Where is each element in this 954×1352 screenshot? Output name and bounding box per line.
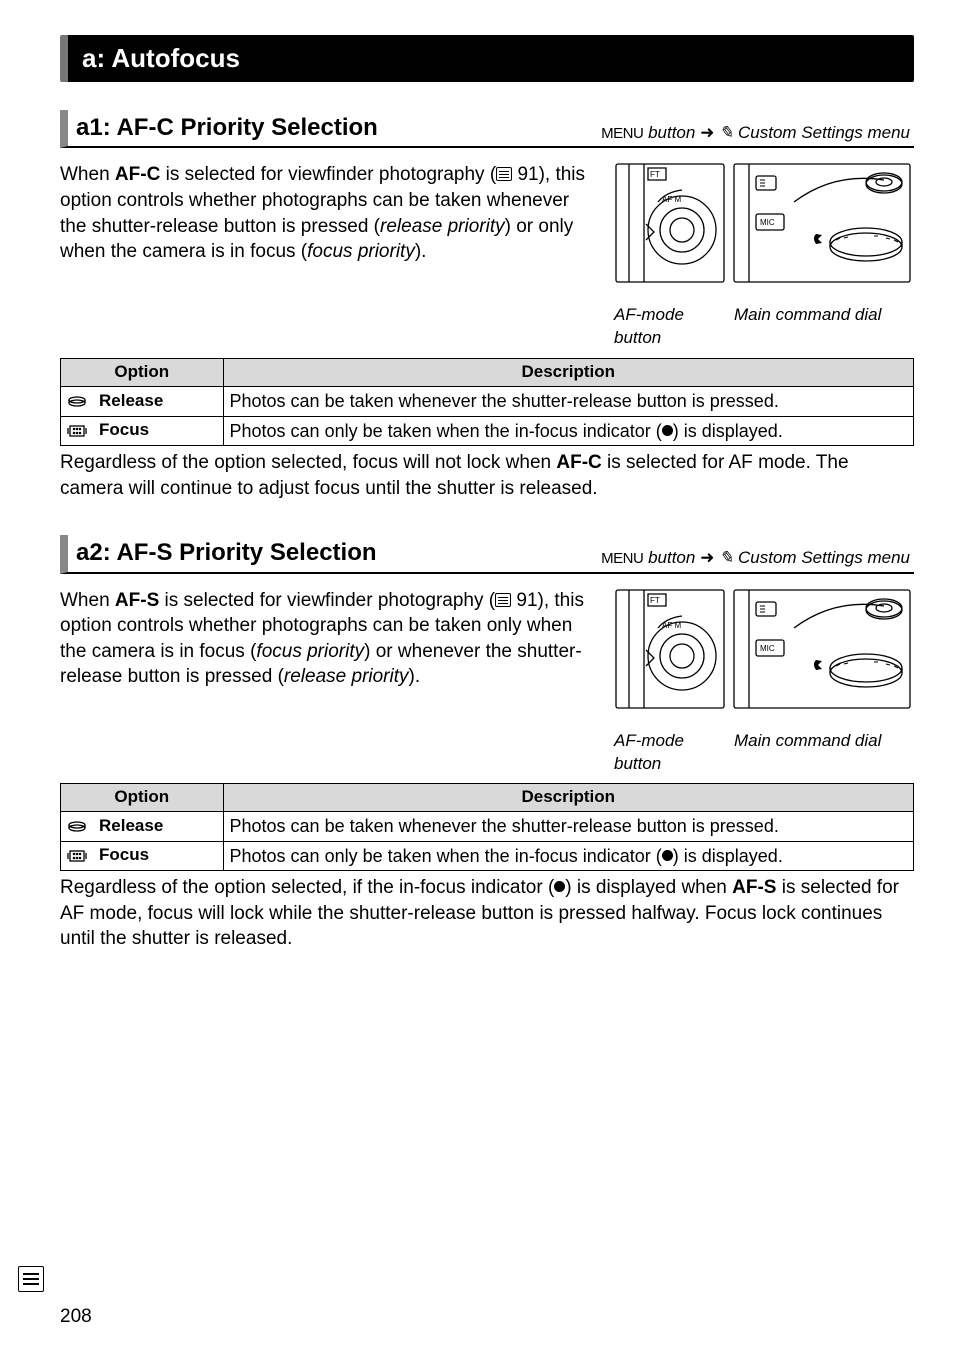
svg-text:FT: FT [650,170,660,179]
a1-body: When AF-C is selected for viewfinder pho… [60,162,596,350]
svg-text:MIC: MIC [760,218,775,227]
a2-body: When AF-S is selected for viewfinder pho… [60,588,596,776]
col-description: Description [223,359,914,387]
a2-after-text: Regardless of the option selected, if th… [60,875,914,952]
pencil-icon: ✎ [719,547,733,570]
a1-body-row: When AF-C is selected for viewfinder pho… [60,162,914,350]
opt-desc: Photos can be taken whenever the shutter… [223,387,914,416]
a2-menu-path: MENU button ➜ ✎ Custom Settings menu [601,547,910,570]
col-option: Option [61,359,224,387]
opt-label: Release [93,812,223,841]
opt-desc: Photos can only be taken when the in-foc… [223,416,914,445]
a1-fig-caption: AF-mode button Main command dial [614,304,914,350]
table-row: Focus Photos can only be taken when the … [61,416,914,445]
focus-dot-icon [662,850,673,861]
a2-options-table: Option Description Release Photos can be… [60,783,914,871]
opt-desc: Photos can only be taken when the in-foc… [223,841,914,870]
page-ref-icon [496,167,512,181]
a1-figure: FT AF M MIC [614,162,914,350]
focus-icon [61,841,94,870]
page-number: 208 [60,1304,92,1330]
col-option: Option [61,784,224,812]
pencil-icon: ✎ [719,122,733,145]
section-title: a: Autofocus [82,43,240,73]
table-header-row: Option Description [61,784,914,812]
side-tab-icon [18,1266,44,1292]
svg-text:FT: FT [650,596,660,605]
a1-header: a1: AF-C Priority Selection MENU button … [60,110,914,148]
release-icon [61,387,94,416]
a1-after-text: Regardless of the option selected, focus… [60,450,914,501]
a2-title: a2: AF-S Priority Selection [76,537,377,569]
opt-label: Release [93,387,223,416]
a1-menu-path: MENU button ➜ ✎ Custom Settings menu [601,122,910,145]
a1-options-table: Option Description Release Photos can be… [60,358,914,446]
menu-label: MENU [601,125,643,142]
release-icon [61,812,94,841]
a2-fig-caption: AF-mode button Main command dial [614,730,914,776]
opt-desc: Photos can be taken whenever the shutter… [223,812,914,841]
table-row: Focus Photos can only be taken when the … [61,841,914,870]
a2-figure: FT AF M MIC [614,588,914,776]
svg-text:AF M: AF M [662,621,681,630]
table-header-row: Option Description [61,359,914,387]
svg-text:MIC: MIC [760,644,775,653]
focus-dot-icon [554,881,565,892]
opt-label: Focus [93,841,223,870]
section-header: a: Autofocus [60,35,914,82]
menu-label: MENU [601,550,643,567]
svg-text:AF M: AF M [662,195,681,204]
a2-body-row: When AF-S is selected for viewfinder pho… [60,588,914,776]
a1-title: a1: AF-C Priority Selection [76,112,378,144]
a2-header: a2: AF-S Priority Selection MENU button … [60,535,914,573]
table-row: Release Photos can be taken whenever the… [61,387,914,416]
table-row: Release Photos can be taken whenever the… [61,812,914,841]
focus-dot-icon [662,425,673,436]
opt-label: Focus [93,416,223,445]
focus-icon [61,416,94,445]
page-ref-icon [495,593,511,607]
col-description: Description [223,784,914,812]
